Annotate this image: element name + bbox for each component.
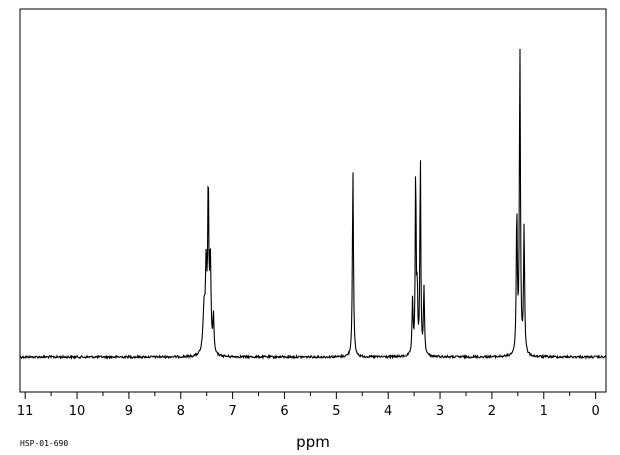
- x-tick-label: 10: [69, 404, 86, 419]
- x-tick-label: 6: [280, 404, 288, 419]
- x-tick-label: 9: [125, 404, 133, 419]
- plot-frame: [19, 8, 607, 393]
- x-axis: 11 10 9 8 7 6 5 4 3 2 1 0: [17, 392, 600, 419]
- x-tick-label: 4: [384, 404, 392, 419]
- x-tick-label: 0: [591, 404, 599, 419]
- x-tick-label: 2: [488, 404, 496, 419]
- x-tick-label: 1: [540, 404, 548, 419]
- spectrum-trace: [19, 48, 607, 361]
- x-tick-label: 7: [228, 404, 236, 419]
- x-tick-label: 3: [436, 404, 444, 419]
- x-tick-label: 11: [17, 404, 34, 419]
- x-tick-label: 5: [332, 404, 340, 419]
- x-tick-label: 8: [177, 404, 185, 419]
- spectrum-layer: [19, 48, 607, 361]
- x-axis-label: ppm: [296, 433, 330, 451]
- spectrum-code-label: HSP-01-690: [20, 439, 68, 448]
